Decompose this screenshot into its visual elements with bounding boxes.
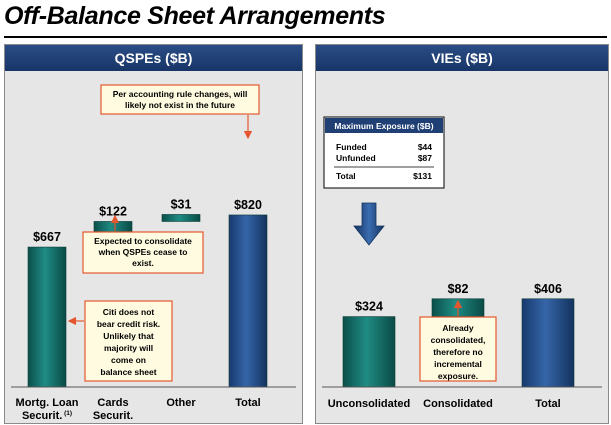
qspe-callout-credit-risk-line6: balance sheet [100,367,156,377]
vie-category-label-2: Total [535,398,560,410]
qspe-category-label-1-line1: Cards [97,397,128,409]
qspe-bar-label-3: $820 [234,198,262,212]
qspe-callout-consolidate-line1: Expected to consolidate [94,236,192,246]
vie-category-label-1: Consolidated [423,398,493,410]
qspe-callout-consolidate [82,231,204,274]
qspe-bar-label-2: $31 [171,197,192,211]
vie-callout-line1: Already [442,323,473,333]
qspe-callout-credit-risk [84,300,173,382]
qspe-callout-credit-risk-line4: majority will [104,343,153,353]
qspe-bar-0 [27,246,67,388]
qspe-panel-title: QSPEs ($B) [5,45,302,71]
vie-bar-0 [342,316,396,388]
qspe-bar-3 [228,214,268,388]
exposure-table-header [325,118,443,133]
qspe-callout-consolidate-line3: exist. [132,258,154,268]
vie-bar-2 [521,298,575,388]
vie-callout-line2: consolidated, [431,335,486,345]
vie-callout-line3: therefore no [433,347,483,357]
vie-bar-label-2: $406 [534,282,562,296]
exposure-row-label-0: Funded [336,142,367,152]
qspe-callout-credit-risk-line3: Unlikely that [103,331,154,341]
qspe-callout-credit-risk-line2: bear credit risk. [97,319,160,329]
qspe-category-label-0-line2: Securit. (1) [22,410,72,422]
vie-callout-line5: exposure. [438,371,478,381]
title-rule [4,36,607,38]
qspe-callout-accounting [100,84,260,115]
qspe-bar-label-0: $667 [33,230,61,244]
vie-bar-label-0: $324 [355,300,383,314]
vie-panel: VIEs ($B) [315,44,609,424]
vie-category-label-0: Unconsolidated [328,398,411,410]
qspe-bar-2 [161,214,201,222]
qspe-category-label-3: Total [235,397,260,409]
vie-callout-consolidated [419,316,497,382]
exposure-row-value-1: $87 [418,153,432,163]
exposure-table-title: Maximum Exposure ($B) [334,121,433,131]
qspe-category-label-1-line2: Securit. [93,410,133,422]
qspe-callout-accounting-line2: likely not exist in the future [125,100,235,110]
exposure-row-label-1: Unfunded [336,153,376,163]
exposure-row-value-0: $44 [418,142,432,152]
qspe-category-label-2: Other [166,397,196,409]
vie-callout-line4: incremental [434,359,482,369]
vie-chart: Maximum Exposure ($B) Funded $44 Unfunde… [322,116,602,410]
qspe-chart: $667 $122 $31 $820 Per accounting rule chan… [11,84,296,422]
exposure-table: Maximum Exposure ($B) Funded $44 Unfunde… [323,116,445,189]
qspe-callout-credit-risk-line1: Citi does not [103,307,155,317]
exposure-row-label-2: Total [336,171,356,181]
vie-panel-title: VIEs ($B) [316,45,608,71]
exposure-row-value-2: $131 [413,171,432,181]
qspe-bar-label-1: $122 [99,204,127,218]
vie-bar-label-1: $82 [448,282,469,296]
qspe-category-label-0-line1: Mortg. Loan [16,397,79,409]
qspe-callout-consolidate-line2: when QSPEs cease to [98,247,188,257]
down-arrow-icon [353,202,385,246]
qspe-callout-credit-risk-line5: come on [111,355,146,365]
page-title: Off-Balance Sheet Arrangements [4,2,386,30]
qspe-callout-accounting-line1: Per accounting rule changes, will [113,89,248,99]
qspe-panel: QSPEs ($B) $667 $122 $31 $820 Per accountin… [4,44,303,424]
